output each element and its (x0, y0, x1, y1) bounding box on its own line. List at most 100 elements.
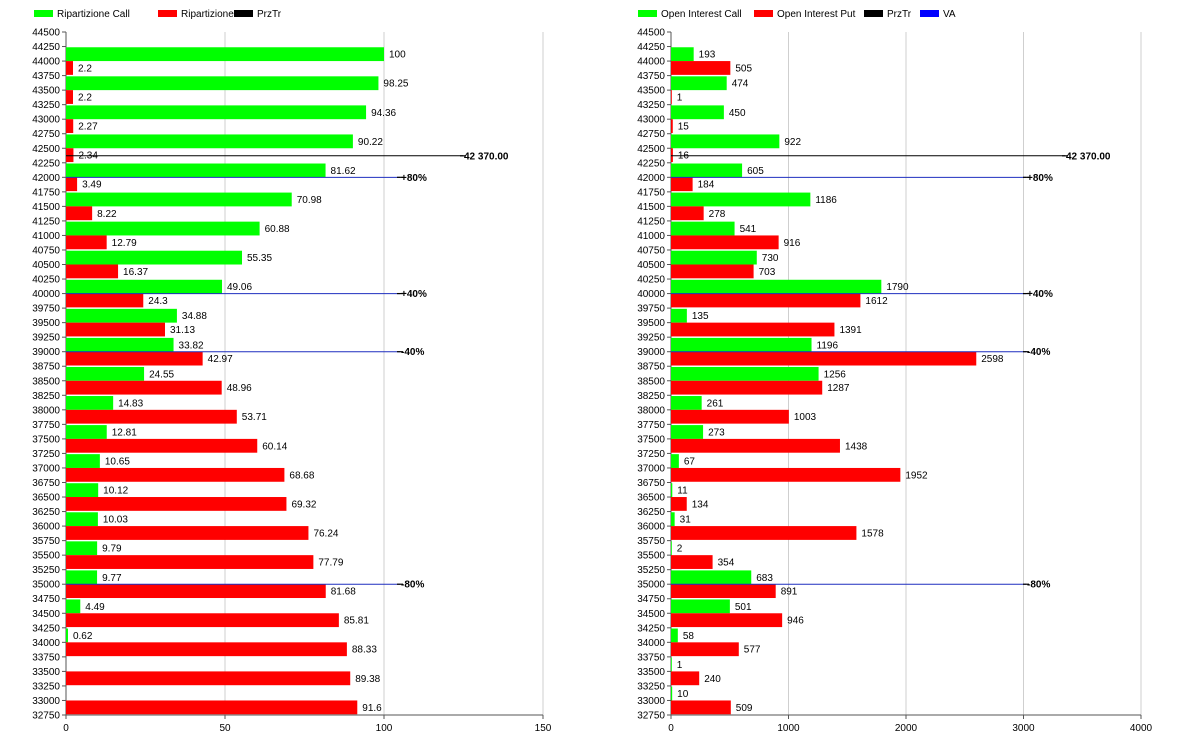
y-tick-label: 40500 (637, 260, 665, 271)
y-tick-label: 43750 (32, 71, 60, 82)
bar-put (66, 497, 287, 511)
bar-call (671, 599, 730, 614)
y-tick-label: 35250 (32, 565, 60, 576)
y-tick-label: 36000 (32, 522, 60, 533)
bar-label-put: 1952 (905, 470, 928, 481)
bar-put (66, 380, 222, 395)
y-tick-label: 37500 (32, 434, 60, 445)
y-tick-label: 38750 (32, 362, 60, 373)
y-tick-label: 35000 (32, 580, 60, 591)
bar-put (66, 148, 74, 163)
y-tick-label: 39000 (637, 347, 665, 358)
y-tick-label: 42000 (32, 173, 60, 184)
bar-call (66, 541, 98, 556)
y-tick-label: 41250 (637, 216, 665, 227)
y-tick-label: 41500 (637, 202, 665, 213)
bar-call (671, 425, 704, 439)
bar-label-call: 14.83 (118, 398, 143, 409)
bar-label-put: 505 (735, 63, 752, 74)
y-tick-label: 39750 (32, 304, 60, 315)
bar-put (671, 642, 739, 657)
y-tick-label: 33500 (32, 667, 60, 678)
y-tick-label: 44000 (637, 57, 665, 68)
bar-put (66, 119, 74, 133)
bar-label-put: 1003 (794, 412, 817, 423)
bar-call (66, 163, 326, 178)
bar-call (671, 47, 694, 62)
bar-put (66, 235, 107, 250)
bar-put (671, 700, 731, 715)
bar-put (671, 613, 783, 628)
bar-label-put: 1287 (827, 383, 850, 394)
bar-label-call: 1790 (886, 282, 909, 293)
y-tick-label: 39250 (637, 333, 665, 344)
y-tick-label: 40750 (32, 245, 60, 256)
y-tick-label: 33000 (637, 696, 665, 707)
bar-put (671, 467, 901, 482)
bar-label-call: 2 (677, 544, 683, 555)
bar-put (66, 293, 144, 308)
y-tick-label: 35750 (32, 536, 60, 547)
legend-swatch (234, 10, 253, 17)
y-tick-label: 42250 (32, 158, 60, 169)
y-tick-label: 35500 (32, 551, 60, 562)
bar-label-call: 501 (735, 602, 752, 613)
x-tick-label: 150 (535, 723, 552, 734)
y-tick-label: 36500 (637, 493, 665, 504)
bar-label-put: 8.22 (97, 209, 117, 220)
bar-label-call: 922 (784, 137, 801, 148)
y-tick-label: 37000 (637, 463, 665, 474)
bar-put (671, 148, 673, 163)
y-tick-label: 34250 (32, 623, 60, 634)
bar-label-call: 683 (756, 573, 773, 584)
bar-put (66, 322, 165, 337)
bar-put (671, 438, 840, 453)
y-tick-label: 34250 (637, 623, 665, 634)
y-tick-label: 35750 (637, 536, 665, 547)
bar-call (671, 628, 678, 643)
bar-label-put: 68.68 (289, 470, 314, 481)
y-tick-label: 42750 (32, 129, 60, 140)
y-tick-label: 36750 (637, 478, 665, 489)
bar-call (671, 454, 679, 468)
bar-put (671, 526, 857, 540)
bar-call (671, 308, 687, 323)
bar-call (66, 134, 353, 149)
bar-put (66, 90, 73, 104)
bar-call (671, 250, 757, 265)
y-tick-label: 39000 (32, 347, 60, 358)
y-tick-label: 34500 (32, 609, 60, 620)
bar-call (66, 308, 177, 323)
bar-call (66, 366, 145, 381)
reference-label: +80% (401, 173, 427, 184)
bar-label-put: 76.24 (313, 528, 338, 539)
bar-label-put: 2.27 (78, 122, 98, 133)
bar-put (66, 671, 351, 686)
bar-call (66, 105, 367, 120)
y-tick-label: 38000 (32, 405, 60, 416)
bar-put (671, 119, 673, 133)
bar-put (671, 555, 713, 569)
bar-label-call: 273 (708, 427, 725, 438)
y-tick-label: 37250 (32, 449, 60, 460)
x-tick-label: 2000 (895, 723, 918, 734)
chart-2: Open Interest Call Open Interest Put PrzTr… (637, 9, 1152, 734)
bar-label-call: 31 (680, 515, 692, 526)
bar-call (66, 250, 243, 265)
bar-call (66, 279, 223, 294)
bar-label-put: 2.2 (78, 63, 92, 74)
bar-call (671, 512, 675, 527)
y-tick-label: 34500 (637, 609, 665, 620)
bar-label-put: 77.79 (318, 558, 343, 569)
bar-call (671, 221, 735, 236)
reference-label: -40% (401, 347, 424, 358)
bar-call (66, 512, 98, 527)
y-tick-label: 33250 (32, 681, 60, 692)
y-tick-label: 36250 (637, 507, 665, 518)
bar-put (66, 351, 203, 366)
bar-label-call: 4.49 (85, 602, 105, 613)
bar-put (671, 61, 731, 75)
bar-put (66, 177, 78, 192)
y-tick-label: 32750 (32, 711, 60, 722)
